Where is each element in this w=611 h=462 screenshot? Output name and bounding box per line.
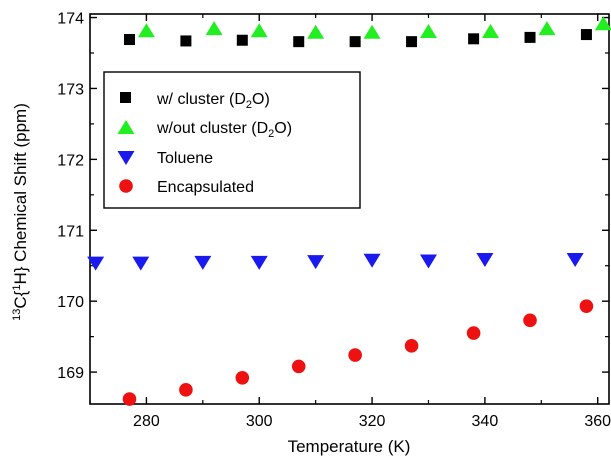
legend-label-text: O) [252, 91, 270, 108]
y-axis-label-part: C{ [11, 290, 30, 308]
data-point-square [349, 36, 361, 48]
data-point-square [580, 29, 592, 41]
y-tick-label: 171 [57, 223, 84, 240]
legend-label-text: w/out cluster (D [156, 120, 268, 137]
data-point-triangle-down [250, 255, 268, 270]
legend-label-text: O) [274, 120, 292, 137]
data-point-square [236, 34, 248, 46]
x-tick-label: 300 [246, 413, 273, 430]
data-point-circle [291, 359, 306, 374]
data-point-circle [523, 313, 537, 328]
legend-box [103, 71, 361, 209]
data-point-triangle-down [419, 254, 437, 269]
legend-triangle-up-marker [117, 120, 135, 134]
data-point-triangle-down [363, 253, 381, 268]
y-tick-label: 169 [57, 365, 84, 382]
plot-area [89, 13, 610, 405]
legend-item-toluene: Toluene [117, 150, 213, 167]
x-tick-label: 280 [133, 413, 160, 430]
legend-triangle-down-marker [117, 151, 135, 165]
x-axis-label: Temperature (K) [288, 437, 411, 456]
data-point-triangle-down [87, 256, 105, 271]
y-axis-label-superscript: 1 [11, 285, 23, 291]
data-point-triangle-up [482, 24, 500, 39]
data-point-circle [466, 326, 481, 340]
y-tick-label: 173 [57, 81, 84, 98]
legend-label-toluene: Toluene [157, 150, 213, 167]
data-point-triangle-up [419, 24, 437, 39]
legend-label-encapsulated: Encapsulated [157, 179, 254, 196]
data-point-triangle-up [307, 24, 325, 39]
y-axis-label-part: H} Chemical Shift (ppm) [11, 103, 30, 284]
data-point-square [524, 31, 536, 43]
y-tick-label: 172 [57, 152, 84, 169]
x-tick-label: 360 [584, 413, 611, 430]
legend-label-text: w/ cluster (D [156, 91, 246, 108]
data-point-triangle-up [363, 24, 381, 39]
y-axis-label: 13C{1H} Chemical Shift (ppm) [11, 103, 30, 321]
data-point-circle [122, 392, 137, 406]
data-point-triangle-up [205, 21, 223, 36]
legend-label-subscript: 2 [268, 128, 274, 140]
data-point-square [468, 33, 480, 45]
y-tick-label: 174 [57, 11, 84, 28]
data-point-triangle-down [566, 253, 584, 268]
data-point-circle [404, 339, 419, 353]
data-point-circle [179, 383, 193, 397]
data-point-triangle-down [476, 253, 494, 268]
data-point-circle [235, 370, 250, 385]
y-axis-ticks: 169 170 171 172 173 174 [57, 11, 609, 382]
data-point-square [406, 36, 418, 48]
data-point-triangle-down [194, 255, 212, 270]
plot-frame [89, 13, 610, 405]
legend-square-marker [120, 92, 131, 103]
legend-item-w-cluster: w/ cluster (D2O) [120, 91, 270, 111]
data-point-triangle-up [250, 23, 268, 38]
data-point-square [293, 36, 305, 48]
data-point-circle [348, 348, 362, 362]
legend-circle-marker [119, 179, 133, 193]
data-point-circle [579, 299, 594, 313]
legend-label-w-out-cluster: w/out cluster (D2O) [156, 120, 292, 140]
legend-label-subscript: 2 [246, 99, 252, 111]
x-tick-label: 340 [472, 413, 499, 430]
legend-label-w-cluster: w/ cluster (D2O) [156, 91, 270, 111]
data-point-triangle-up [137, 23, 155, 38]
y-axis-label-superscript: 13 [11, 309, 23, 321]
legend: w/ cluster (D2O) w/out cluster (D2O) Tol… [103, 71, 361, 209]
data-point-triangle-up [594, 16, 611, 31]
data-point-square [123, 34, 135, 46]
x-tick-label: 320 [359, 413, 386, 430]
legend-item-encapsulated: Encapsulated [119, 179, 254, 196]
data-point-square [180, 35, 192, 47]
data-points [87, 16, 611, 406]
y-tick-label: 170 [57, 294, 84, 311]
data-point-triangle-down [307, 255, 325, 270]
data-point-triangle-down [132, 256, 150, 271]
x-axis-ticks: 280 300 320 340 360 [89, 14, 611, 430]
legend-item-w-out-cluster: w/out cluster (D2O) [117, 120, 292, 140]
data-point-triangle-up [538, 21, 556, 36]
